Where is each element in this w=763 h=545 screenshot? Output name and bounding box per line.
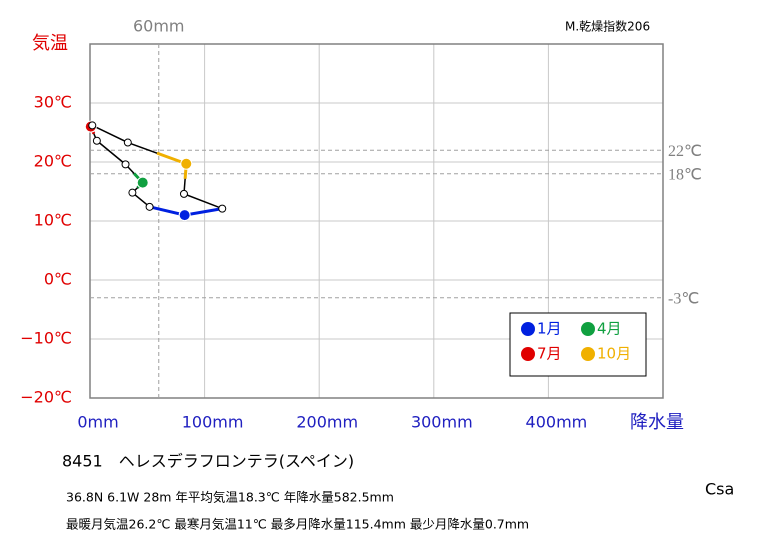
x-tick-label: 200mm xyxy=(296,413,358,432)
x-tick-label: 0mm xyxy=(77,413,118,432)
y-tick-label: −10℃ xyxy=(20,329,72,348)
y-tick-label: 10℃ xyxy=(34,211,72,230)
month-point xyxy=(218,204,227,213)
month-point xyxy=(180,157,193,170)
y-tick-label: 20℃ xyxy=(34,152,72,171)
station: 8451 ヘレスデラフロンテラ(スペイン) xyxy=(62,452,354,471)
month-point xyxy=(123,138,132,147)
legend-label: 10月 xyxy=(597,345,631,363)
legend-box xyxy=(509,312,647,377)
month-point xyxy=(128,188,137,197)
legend-label: 4月 xyxy=(597,320,622,338)
y-tick-label: −20℃ xyxy=(20,388,72,407)
x-axis-label: 降水量 xyxy=(630,412,684,433)
y-tick-label: 0℃ xyxy=(44,270,72,289)
info-line: 最暖月気温26.2℃ 最寒月気温11℃ 最多月降水量115.4mm 最少月降水量… xyxy=(66,517,529,532)
month-point xyxy=(136,176,149,189)
month-point xyxy=(88,121,97,130)
reference-label: 18℃ xyxy=(668,166,702,183)
month-point xyxy=(178,209,191,222)
legend-marker xyxy=(521,347,535,361)
month-point xyxy=(121,160,130,169)
month-point xyxy=(92,136,101,145)
index-label: M.乾燥指数206 xyxy=(565,19,650,34)
legend-label: 1月 xyxy=(537,320,562,338)
legend-marker xyxy=(521,322,535,336)
legend-label: 7月 xyxy=(537,345,562,363)
reference-label: -3℃ xyxy=(668,290,699,307)
info-line: 36.8N 6.1W 28m 年平均気温18.3℃ 年降水量582.5mm xyxy=(66,490,394,505)
reference-label: 60mm xyxy=(133,17,185,36)
x-tick-label: 400mm xyxy=(526,413,588,432)
legend-marker xyxy=(581,347,595,361)
reference-label: 22℃ xyxy=(668,143,702,160)
month-point xyxy=(145,202,154,211)
y-axis-label: 気温 xyxy=(32,33,68,54)
climate-class: Csa xyxy=(705,480,734,499)
climate-loop xyxy=(89,124,226,216)
x-tick-label: 300mm xyxy=(411,413,473,432)
x-tick-label: 100mm xyxy=(182,413,244,432)
month-point xyxy=(179,189,188,198)
legend-marker xyxy=(581,322,595,336)
plot-frame xyxy=(89,43,664,399)
y-tick-label: 30℃ xyxy=(34,93,72,112)
